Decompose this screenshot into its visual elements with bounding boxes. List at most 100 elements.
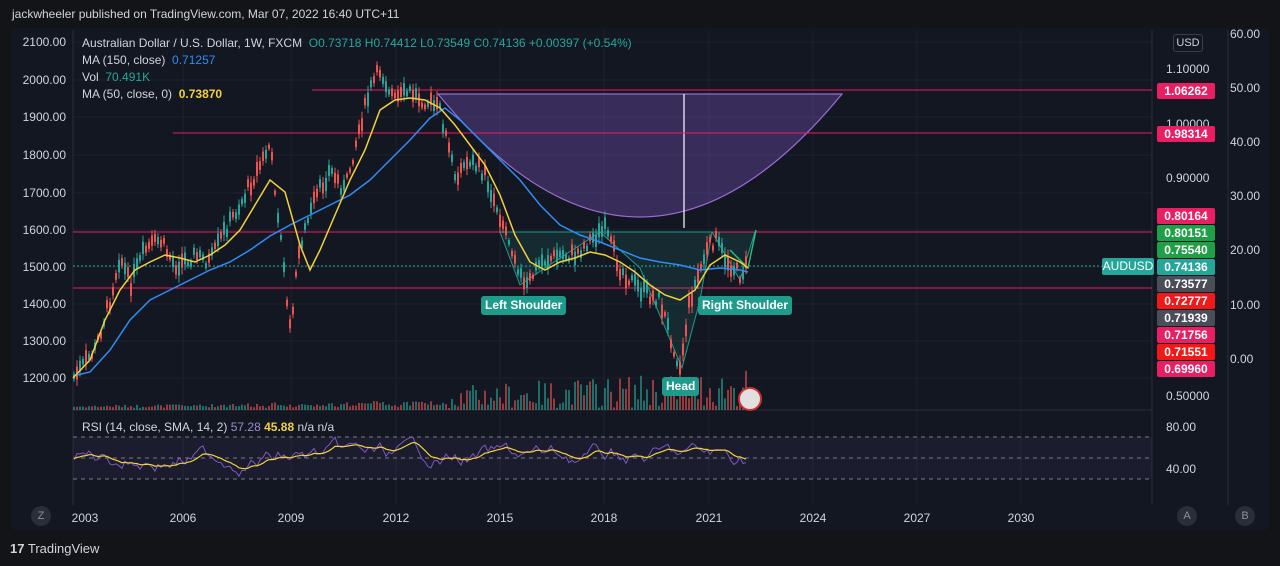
price-candle-body: [100, 332, 102, 339]
far-axis-tick: 60.00: [1230, 27, 1261, 41]
price-candle-body: [304, 223, 306, 230]
price-candle-body: [691, 293, 693, 307]
volume-bar: [322, 404, 324, 410]
time-axis-tick: 2027: [903, 511, 931, 525]
log-scale-button[interactable]: B: [1235, 506, 1255, 526]
price-candle-body: [472, 154, 474, 166]
price-candle-body: [292, 306, 294, 315]
tradingview-logo[interactable]: 17 TradingView: [10, 541, 99, 556]
ma50-line[interactable]: [72, 97, 749, 379]
rsi-label: RSI (14, close, SMA, 14, 2): [82, 420, 228, 434]
price-candle-body: [391, 88, 393, 97]
volume-bar: [526, 393, 528, 410]
volume-bar: [151, 406, 153, 410]
zoom-reset-button[interactable]: Z: [31, 506, 51, 526]
price-candle-body: [106, 300, 108, 309]
price-candle-body: [208, 253, 210, 263]
time-axis-tick: 2003: [71, 511, 99, 525]
volume-bar: [205, 406, 207, 410]
time-axis-tick: 2006: [169, 511, 197, 525]
volume-bar: [175, 404, 177, 410]
volume-bar: [334, 406, 336, 410]
price-candle-body: [181, 253, 183, 268]
ma50-label: MA (50, close, 0): [82, 87, 173, 101]
volume-bar: [727, 389, 729, 410]
price-candle-body: [562, 250, 564, 260]
rsi-sma-line[interactable]: [73, 441, 747, 470]
chart-panel[interactable]: [11, 28, 1269, 530]
price-candle-body: [115, 273, 117, 280]
volume-bar: [664, 384, 666, 410]
price-candle-body: [556, 249, 558, 264]
volume-bar: [157, 404, 159, 410]
volume-bar: [508, 386, 510, 410]
volume-bar: [433, 405, 435, 410]
price-candle-body: [286, 299, 288, 307]
volume-bar: [592, 379, 594, 410]
price-candles[interactable]: [73, 61, 747, 386]
price-candle-body: [238, 204, 240, 215]
volume-bar: [328, 403, 330, 410]
price-candle-body: [523, 277, 525, 290]
price-candle-body: [340, 188, 342, 195]
price-candle-body: [739, 277, 741, 283]
cup-shape[interactable]: [436, 93, 844, 218]
left-axis-tick: 2100.00: [22, 35, 66, 49]
volume-bar: [643, 400, 645, 410]
price-candle-body: [424, 104, 426, 110]
volume-bar: [637, 399, 639, 410]
price-candle-body: [214, 242, 216, 249]
symbol-tag: AUDUSD: [1102, 258, 1154, 275]
price-candle-body: [634, 274, 636, 286]
left-shoulder-label: Left Shoulder: [481, 296, 567, 315]
volume-bar: [499, 397, 501, 410]
price-candle-body: [736, 262, 738, 269]
price-candle-body: [421, 102, 423, 108]
price-candle-body: [403, 83, 405, 96]
volume-bar: [577, 380, 579, 410]
volume-bar: [364, 403, 366, 410]
volume-bar: [136, 404, 138, 410]
price-candle-body: [619, 269, 621, 281]
rsi-line[interactable]: [73, 436, 747, 478]
price-candle-body: [178, 261, 180, 276]
volume-bar: [697, 399, 699, 410]
price-badge: 0.75540: [1157, 242, 1215, 258]
volume-bar: [289, 404, 291, 410]
price-candle-body: [454, 174, 456, 181]
volume-bar: [478, 399, 480, 410]
right-axis-tick: 0.90000: [1166, 171, 1210, 185]
auto-scale-button[interactable]: A: [1177, 506, 1197, 526]
price-candle-body: [196, 252, 198, 261]
volume-bar: [610, 391, 612, 410]
volume-bar: [430, 401, 432, 410]
volume-bar: [244, 405, 246, 410]
price-candle-body: [436, 97, 438, 110]
left-axis-tick: 1900.00: [22, 110, 66, 124]
price-candle-body: [733, 266, 735, 276]
ma150-line[interactable]: [72, 107, 749, 377]
volume-bar: [298, 404, 300, 410]
price-candle-body: [613, 240, 615, 252]
volume-bar: [325, 406, 327, 410]
price-candle-body: [136, 258, 138, 270]
volume-bar: [202, 406, 204, 410]
volume-bar: [91, 406, 93, 410]
volume-bar: [208, 407, 210, 410]
volume-bar: [607, 379, 609, 410]
volume-bar: [292, 407, 294, 410]
price-candle-body: [385, 81, 387, 93]
price-candle-body: [127, 267, 129, 278]
volume-bar: [184, 405, 186, 410]
price-candle-body: [499, 214, 501, 228]
volume-bar: [580, 384, 582, 410]
volume-bar: [253, 407, 255, 410]
currency-button[interactable]: USD: [1173, 34, 1203, 52]
price-candle-body: [205, 263, 207, 269]
volume-bar: [112, 407, 114, 410]
price-candle-body: [352, 160, 354, 165]
volume-bar: [658, 405, 660, 410]
us-flag-icon[interactable]: [738, 387, 762, 411]
price-candle-body: [550, 255, 552, 261]
